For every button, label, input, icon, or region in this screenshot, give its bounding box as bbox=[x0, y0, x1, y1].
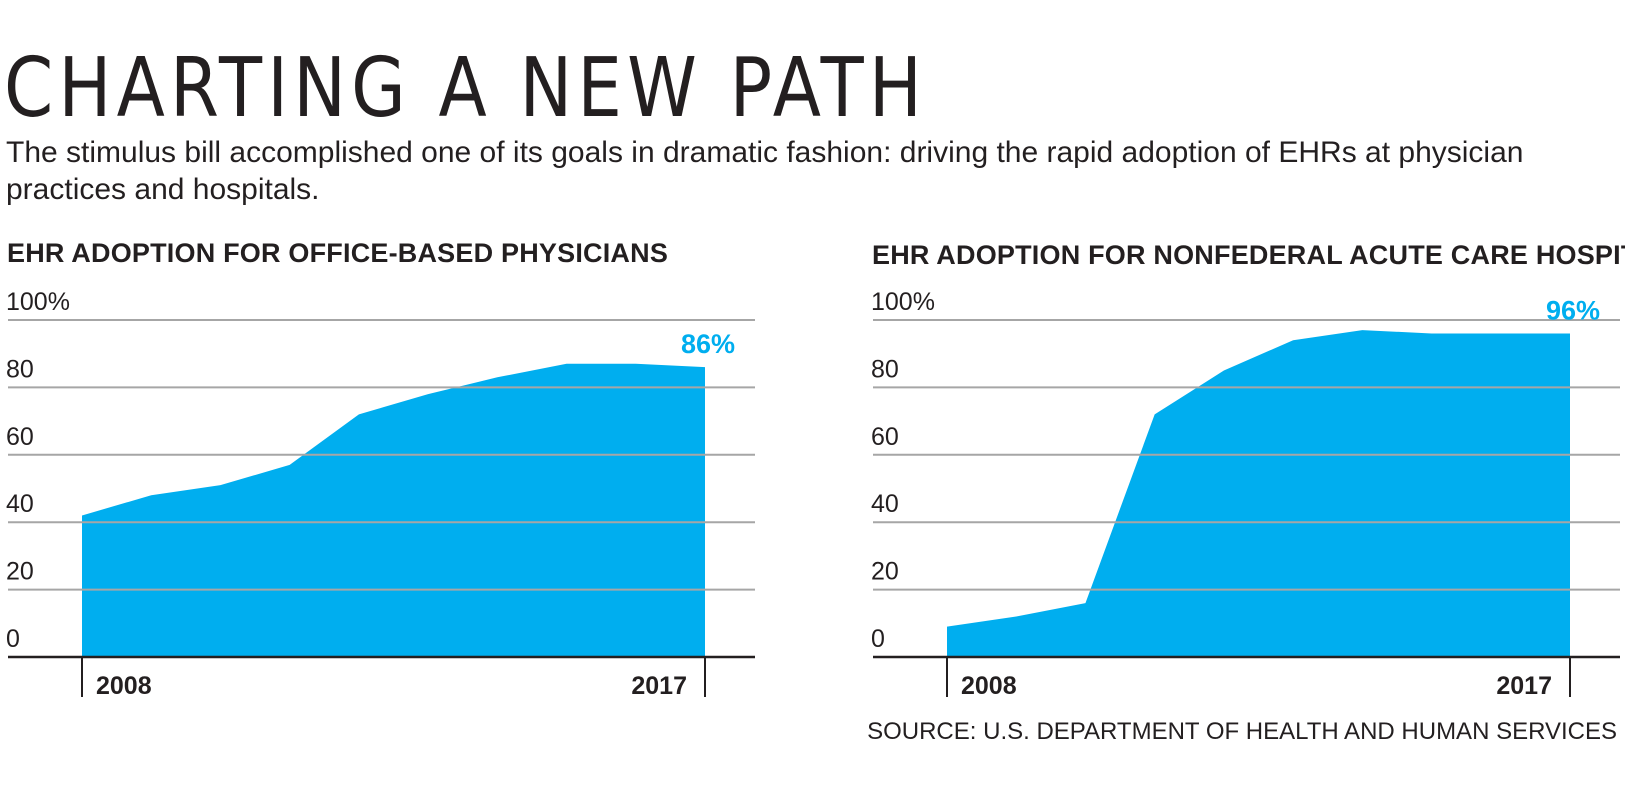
physicians-ytick-label: 0 bbox=[6, 625, 20, 653]
chart-title-physicians: EHR ADOPTION FOR OFFICE-BASED PHYSICIANS bbox=[7, 238, 669, 268]
dek-text: The stimulus bill accomplished one of it… bbox=[6, 136, 1524, 206]
hospitals-xtick-label: 2008 bbox=[961, 672, 1017, 700]
hospitals-ytick-label: 20 bbox=[871, 558, 899, 586]
hospitals-ytick-label: 40 bbox=[871, 490, 899, 518]
source-note: SOURCE: U.S. DEPARTMENT OF HEALTH AND HU… bbox=[867, 718, 1617, 745]
hospitals-end-value-label: 96% bbox=[1546, 295, 1600, 325]
physicians-xtick-label: 2008 bbox=[96, 672, 152, 700]
physicians-ytick-label: 100% bbox=[6, 288, 70, 316]
hospitals-area-series bbox=[947, 330, 1570, 657]
physicians-xtick-label: 2017 bbox=[631, 672, 687, 700]
physicians-ytick-label: 60 bbox=[6, 423, 34, 451]
physicians-area-series bbox=[82, 363, 705, 657]
hospitals-ytick-label: 80 bbox=[871, 355, 899, 383]
hospitals-ytick-label: 60 bbox=[871, 423, 899, 451]
physicians-ytick-label: 20 bbox=[6, 558, 34, 586]
physicians-end-value-label: 86% bbox=[681, 329, 735, 359]
physicians-ytick-label: 80 bbox=[6, 355, 34, 383]
hospitals-ytick-label: 0 bbox=[871, 625, 885, 653]
physicians-ytick-label: 40 bbox=[6, 490, 34, 518]
chart-hospitals: 100% 80 60 40 20 0 2008 2017 96% bbox=[871, 288, 1620, 700]
headline: CHARTING A NEW PATH bbox=[4, 41, 928, 136]
hospitals-xtick-label: 2017 bbox=[1496, 672, 1552, 700]
chart-title-hospitals: EHR ADOPTION FOR NONFEDERAL ACUTE CARE H… bbox=[872, 240, 1625, 270]
hospitals-ytick-label: 100% bbox=[871, 288, 935, 316]
chart-physicians: 100% 80 60 40 20 0 2008 2017 86% bbox=[6, 288, 755, 700]
